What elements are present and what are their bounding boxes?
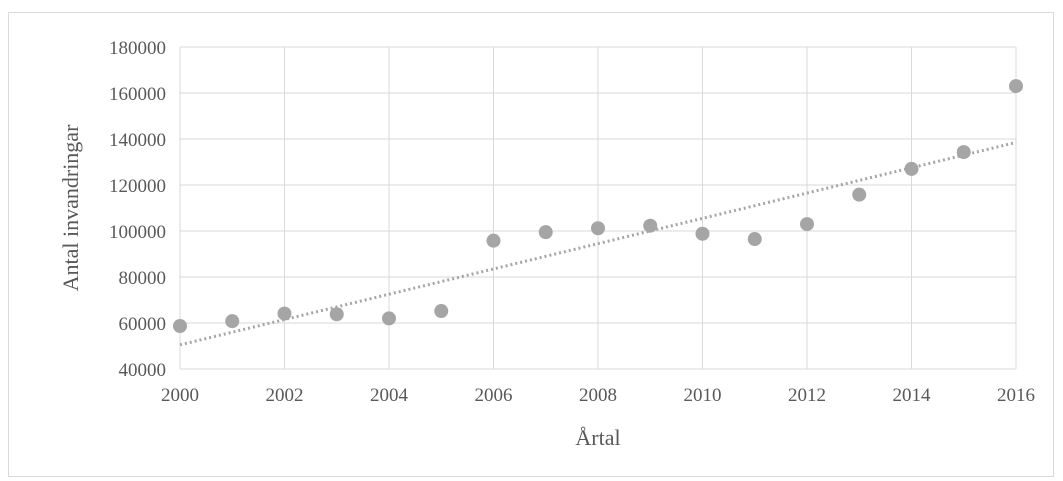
trendline	[179, 140, 1017, 347]
x-tick-label-7: 2014	[893, 385, 932, 406]
x-tick-label-6: 2012	[788, 385, 826, 406]
y-tick-label-1: 60000	[119, 314, 167, 335]
x-tick-label-1: 2002	[266, 385, 304, 406]
data-point-0-6	[486, 233, 501, 248]
data-point-0-2	[277, 306, 292, 321]
data-point-0-7	[538, 225, 553, 240]
x-tick-label-3: 2006	[475, 385, 513, 406]
data-point-0-16	[1009, 79, 1023, 94]
y-tick-label-2: 80000	[119, 268, 167, 289]
data-point-0-15	[956, 145, 971, 160]
y-tick-label-3: 100000	[109, 222, 166, 243]
x-tick-label-0: 2000	[161, 385, 199, 406]
x-axis-title: Årtal	[575, 425, 620, 450]
trendline-group	[179, 140, 1017, 347]
y-tick-label-7: 180000	[109, 38, 166, 59]
chart-frame	[8, 12, 1054, 477]
data-point-0-3	[329, 307, 344, 322]
x-tick-label-8: 2016	[997, 385, 1035, 406]
x-tick-label-4: 2008	[579, 385, 617, 406]
data-point-0-11	[747, 232, 762, 247]
data-point-0-0	[173, 318, 187, 333]
y-tick-labels: 40000 60000 80000 100000 120000 140000 160000 1…	[109, 38, 166, 381]
data-point-0-8	[591, 221, 605, 236]
y-tick-label-0: 40000	[119, 360, 167, 381]
y-tick-label-6: 160000	[109, 84, 166, 105]
x-tick-label-5: 2010	[684, 385, 722, 406]
grid-lines	[179, 46, 1017, 370]
data-points	[173, 79, 1023, 333]
data-point-0-9	[643, 218, 658, 233]
data-point-0-13	[852, 187, 867, 202]
x-tick-labels: 2000 2002 2004 2006 2008 2010 2012 2014 2016	[161, 385, 1035, 406]
y-axis-title: Antal invandringar	[58, 124, 83, 291]
data-point-0-12	[800, 217, 814, 232]
data-point-0-5	[434, 304, 449, 319]
x-tick-label-2: 2004	[370, 385, 409, 406]
y-tick-label-5: 140000	[109, 130, 166, 151]
y-tick-label-4: 120000	[109, 176, 166, 197]
data-point-0-10	[695, 226, 710, 241]
data-point-0-1	[225, 314, 240, 329]
data-point-0-14	[904, 161, 919, 176]
data-point-0-4	[382, 311, 396, 326]
